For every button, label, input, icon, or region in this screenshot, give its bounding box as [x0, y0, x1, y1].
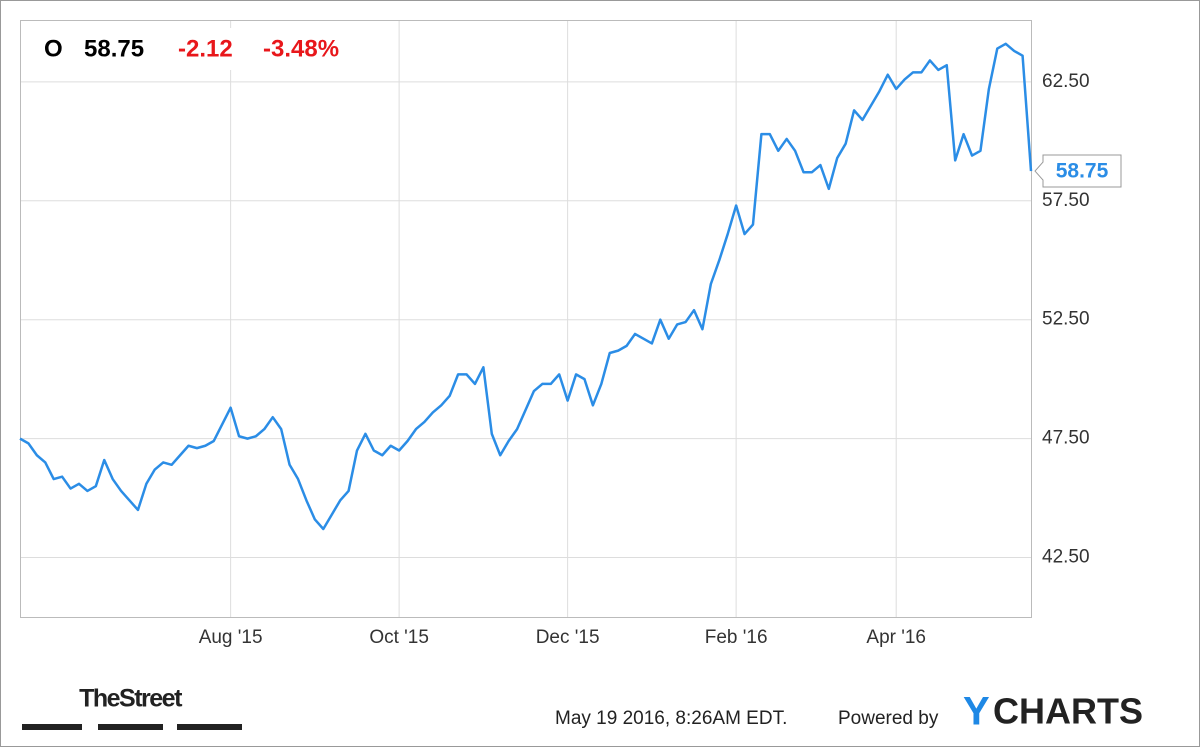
plot-area	[20, 20, 1032, 618]
change-percent: -3.48%	[263, 35, 339, 62]
brand-y: Y	[963, 690, 990, 734]
footer: TheStreet May 19 2016, 8:26AM EDT. Power…	[22, 685, 1143, 734]
y-tick-label: 62.50	[1042, 71, 1090, 92]
price: 58.75	[84, 35, 144, 62]
y-tick-label: 57.50	[1042, 190, 1090, 211]
change: -2.12	[178, 35, 233, 62]
last-value-box	[1034, 154, 1122, 188]
symbol: O	[44, 35, 63, 62]
y-tick-label: 52.50	[1042, 309, 1090, 330]
plot	[19, 42, 1033, 531]
x-tick-label: Feb '16	[705, 627, 768, 648]
y-tick-label: 47.50	[1042, 428, 1090, 449]
x-tick-label: Apr '16	[866, 627, 926, 648]
powered-by: Powered by	[838, 708, 939, 729]
x-tick-label: Aug '15	[199, 627, 263, 648]
logo-bar	[22, 724, 82, 730]
grid	[20, 20, 1031, 617]
x-tick-label: Dec '15	[536, 627, 600, 648]
logo-bar	[177, 724, 242, 730]
source-logo: TheStreet	[79, 685, 183, 713]
price-line	[19, 42, 1033, 531]
timestamp: May 19 2016, 8:26AM EDT.	[555, 708, 787, 729]
quote-header: O 58.75 -2.12 -3.48%	[28, 28, 370, 70]
brand-rest: CHARTS	[993, 691, 1143, 732]
header-box	[28, 28, 370, 70]
logo-bar	[98, 724, 163, 730]
last-value-label: 58.75	[1056, 160, 1109, 183]
y-tick-label: 42.50	[1042, 547, 1090, 568]
x-tick-label: Oct '15	[369, 627, 429, 648]
